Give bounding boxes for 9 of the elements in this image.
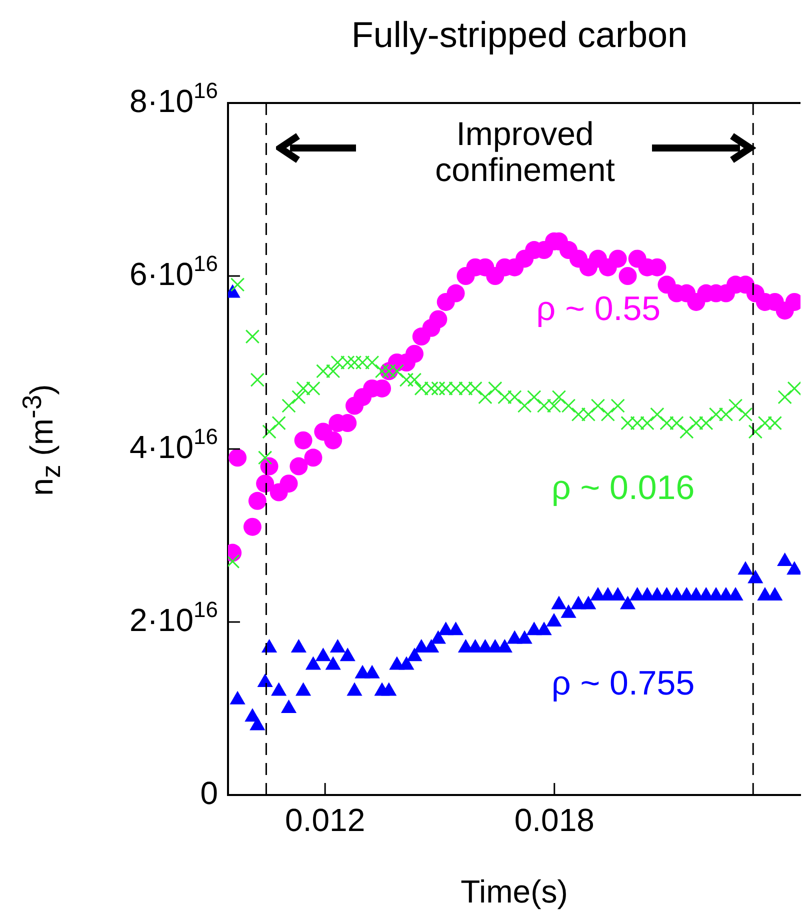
x-tick-label: 0.018 xyxy=(514,802,594,838)
y-tick-label: 0 xyxy=(200,774,218,811)
chart-title: Fully-stripped carbon xyxy=(350,14,689,56)
series-label: ρ ~ 0.755 xyxy=(551,664,695,702)
x-axis-title: Time(s) xyxy=(460,874,568,910)
x-tick-label: 0.012 xyxy=(285,802,366,838)
annotation: Improved confinement xyxy=(434,115,616,189)
series-label: ρ ~ 0.016 xyxy=(551,469,695,508)
series-label: ρ ~ 0.55 xyxy=(536,290,661,328)
